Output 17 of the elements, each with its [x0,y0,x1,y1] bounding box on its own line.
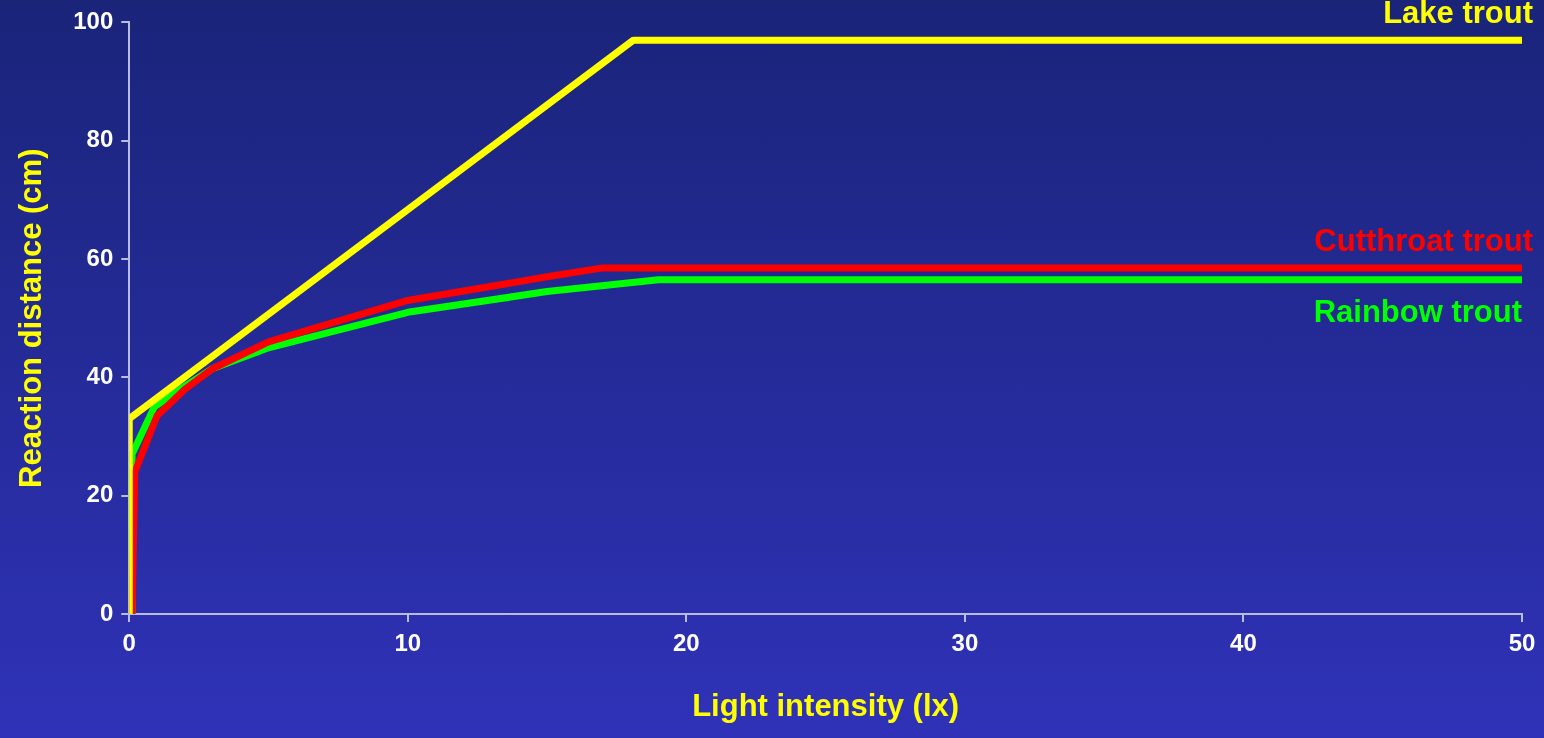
y-tick-label: 0 [99,598,114,626]
x-tick-label: 0 [122,629,136,657]
y-tick-label: 40 [86,361,114,389]
y-axis-title: Reaction distance (cm) [13,148,49,488]
series-label: Lake trout [1383,0,1533,31]
x-axis-title: Light intensity (lx) [692,687,960,723]
y-tick-label: 60 [86,243,114,271]
y-tick-label: 100 [73,7,114,35]
x-tick-label: 20 [672,629,700,657]
x-tick-label: 40 [1230,629,1257,657]
x-tick-label: 30 [951,629,979,657]
x-tick-label: 10 [394,629,422,657]
x-tick-label: 50 [1508,629,1536,657]
y-tick-label: 20 [86,480,114,508]
series-label: Cutthroat trout [1314,222,1533,258]
series-label: Rainbow trout [1313,293,1522,329]
y-tick-label: 80 [86,125,114,153]
